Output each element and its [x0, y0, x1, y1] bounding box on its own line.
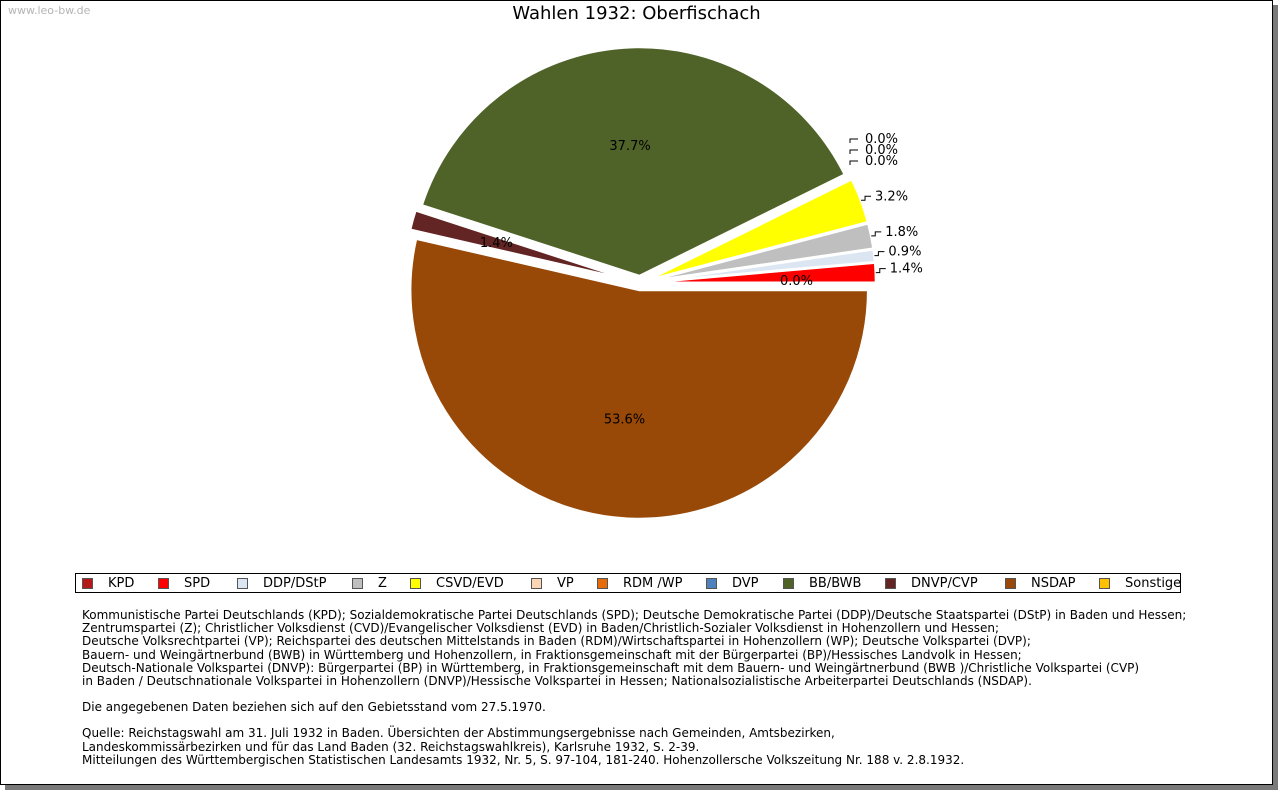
legend-label: BB/BWB — [809, 575, 862, 591]
pie-slice-nsdap — [408, 237, 870, 521]
note-parties-3: Deutsche Volksrechtpartei (VP); Reichspa… — [82, 634, 1031, 649]
note-source-2: Landeskommissärbezirken und für das Land… — [82, 739, 700, 754]
pie-label-csvd-evd: 3.2% — [875, 189, 908, 204]
pie-label-ddp-dstp-leader — [874, 251, 885, 257]
legend-label: DNVP/CVP — [911, 575, 978, 591]
pie-label-z-leader — [871, 231, 882, 237]
legend-item-vp: VP — [531, 576, 574, 591]
legend-item-nsdap: NSDAP — [1005, 576, 1076, 591]
legend-item-ddp-dstp: DDP/DStP — [237, 576, 326, 591]
legend-swatch — [410, 577, 421, 589]
pie-label-kpd: 0.0% — [780, 274, 813, 289]
pie-chart: 1.4%0.9%1.8%3.2%37.7%1.4%53.6%0.0%0.0%0.… — [408, 45, 923, 521]
legend-item-z: Z — [352, 576, 387, 591]
legend-label: VP — [557, 575, 574, 591]
pie-label-ddp-dstp: 0.9% — [888, 245, 921, 260]
legend-item-bb-bwb: BB/BWB — [783, 576, 861, 591]
pie-label-rdm-wp-leader — [849, 149, 858, 154]
pie-label-spd-leader — [875, 268, 886, 274]
note-parties-6: in Baden / Deutschnationale Volkspartei … — [82, 674, 1032, 689]
note-gebietsstand: Die angegebenen Daten beziehen sich auf … — [82, 700, 546, 715]
legend-label: RDM /WP — [623, 575, 683, 591]
legend-label: KPD — [108, 575, 135, 591]
legend-swatch — [706, 577, 717, 589]
note-source-3: Mitteilungen des Württembergischen Stati… — [82, 752, 965, 767]
legend-item-rdm-wp: RDM /WP — [597, 576, 682, 591]
legend-label: NSDAP — [1031, 575, 1076, 591]
pie-label-dvp-leader — [849, 160, 858, 165]
pie-slice-bb-bwb — [420, 45, 847, 278]
note-source-1: Quelle: Reichstagswahl am 31. Juli 1932 … — [82, 726, 835, 741]
legend-label: DDP/DStP — [263, 575, 327, 591]
note-parties-1: Kommunistische Partei Deutschlands (KPD)… — [82, 608, 1187, 622]
legend-swatch — [531, 577, 542, 589]
legend-swatch — [237, 577, 248, 589]
legend-swatch — [1005, 577, 1016, 589]
pie-slice-dnvp-cvp — [408, 208, 634, 283]
legend-swatch — [352, 577, 363, 589]
legend-item-spd: SPD — [158, 576, 210, 591]
legend-swatch — [1099, 577, 1110, 589]
notes: Kommunistische Partei Deutschlands (KPD)… — [82, 608, 1187, 767]
note-parties-2: Zentrumspartei (Z); Christlicher Volksdi… — [82, 621, 1000, 636]
pie-label-vp-leader — [849, 138, 858, 143]
pie-label-dvp: 0.0% — [865, 154, 898, 169]
legend-label: Sonstige — [1125, 575, 1182, 591]
legend-swatch — [783, 577, 794, 589]
legend-item-dnvp-cvp: DNVP/CVP — [885, 576, 978, 591]
legend-swatch — [597, 577, 608, 589]
legend-swatch — [158, 577, 169, 589]
pie-label-z: 1.8% — [885, 225, 918, 240]
pie-label-nsdap: 53.6% — [604, 413, 645, 428]
note-parties-5: Deutsch-Nationale Volkspartei (DNVP): Bü… — [82, 660, 1140, 675]
legend-label: Z — [378, 575, 387, 591]
pie-label-vp: 0.0% — [865, 132, 898, 147]
pie-label-rdm-wp: 0.0% — [865, 143, 898, 158]
pie-label-spd: 1.4% — [890, 262, 923, 277]
note-parties-4: Bauern- und Weingärtnerbund (BWB) in Wür… — [82, 647, 1022, 662]
legend-swatch — [885, 577, 896, 589]
legend-label: CSVD/EVD — [436, 575, 504, 591]
legend-swatch — [82, 577, 93, 589]
watermark: www.leo-bw.de — [8, 4, 91, 17]
chart-title: Wahlen 1932: Oberfischach — [512, 3, 761, 24]
legend: KPD SPD DDP/DStP Z CSVD/EVD VP RDM /WP DVP BB/BW… — [75, 573, 1181, 593]
legend-label: SPD — [184, 575, 211, 591]
legend-item-kpd: KPD — [82, 576, 134, 591]
legend-item-csvd-evd: CSVD/EVD — [410, 576, 504, 591]
legend-item-dvp: DVP — [706, 576, 759, 591]
legend-item-sonstige: Sonstige — [1099, 576, 1181, 591]
pie-label-bb-bwb: 37.7% — [609, 139, 650, 154]
pie-label-csvd-evd-leader — [861, 195, 872, 201]
legend-label: DVP — [732, 575, 759, 591]
pie-label-dnvp-cvp: 1.4% — [480, 236, 513, 251]
